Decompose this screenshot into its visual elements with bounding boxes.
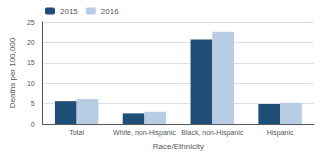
- svg-text:5: 5: [31, 100, 35, 107]
- svg-text:15: 15: [27, 59, 35, 66]
- svg-text:White, non-Hispanic: White, non-Hispanic: [113, 129, 176, 137]
- svg-text:Total: Total: [69, 129, 84, 136]
- svg-text:20: 20: [27, 39, 35, 46]
- svg-text:0: 0: [31, 121, 35, 128]
- svg-text:2016: 2016: [101, 7, 119, 16]
- svg-text:Deaths per 100,000: Deaths per 100,000: [8, 37, 17, 108]
- svg-text:Race/Ethnicity: Race/Ethnicity: [153, 142, 204, 151]
- svg-text:2015: 2015: [60, 7, 78, 16]
- svg-text:10: 10: [27, 80, 35, 87]
- svg-text:Black, non-Hispanic: Black, non-Hispanic: [181, 129, 243, 137]
- svg-text:25: 25: [27, 19, 35, 26]
- svg-text:Hispanic: Hispanic: [267, 129, 294, 137]
